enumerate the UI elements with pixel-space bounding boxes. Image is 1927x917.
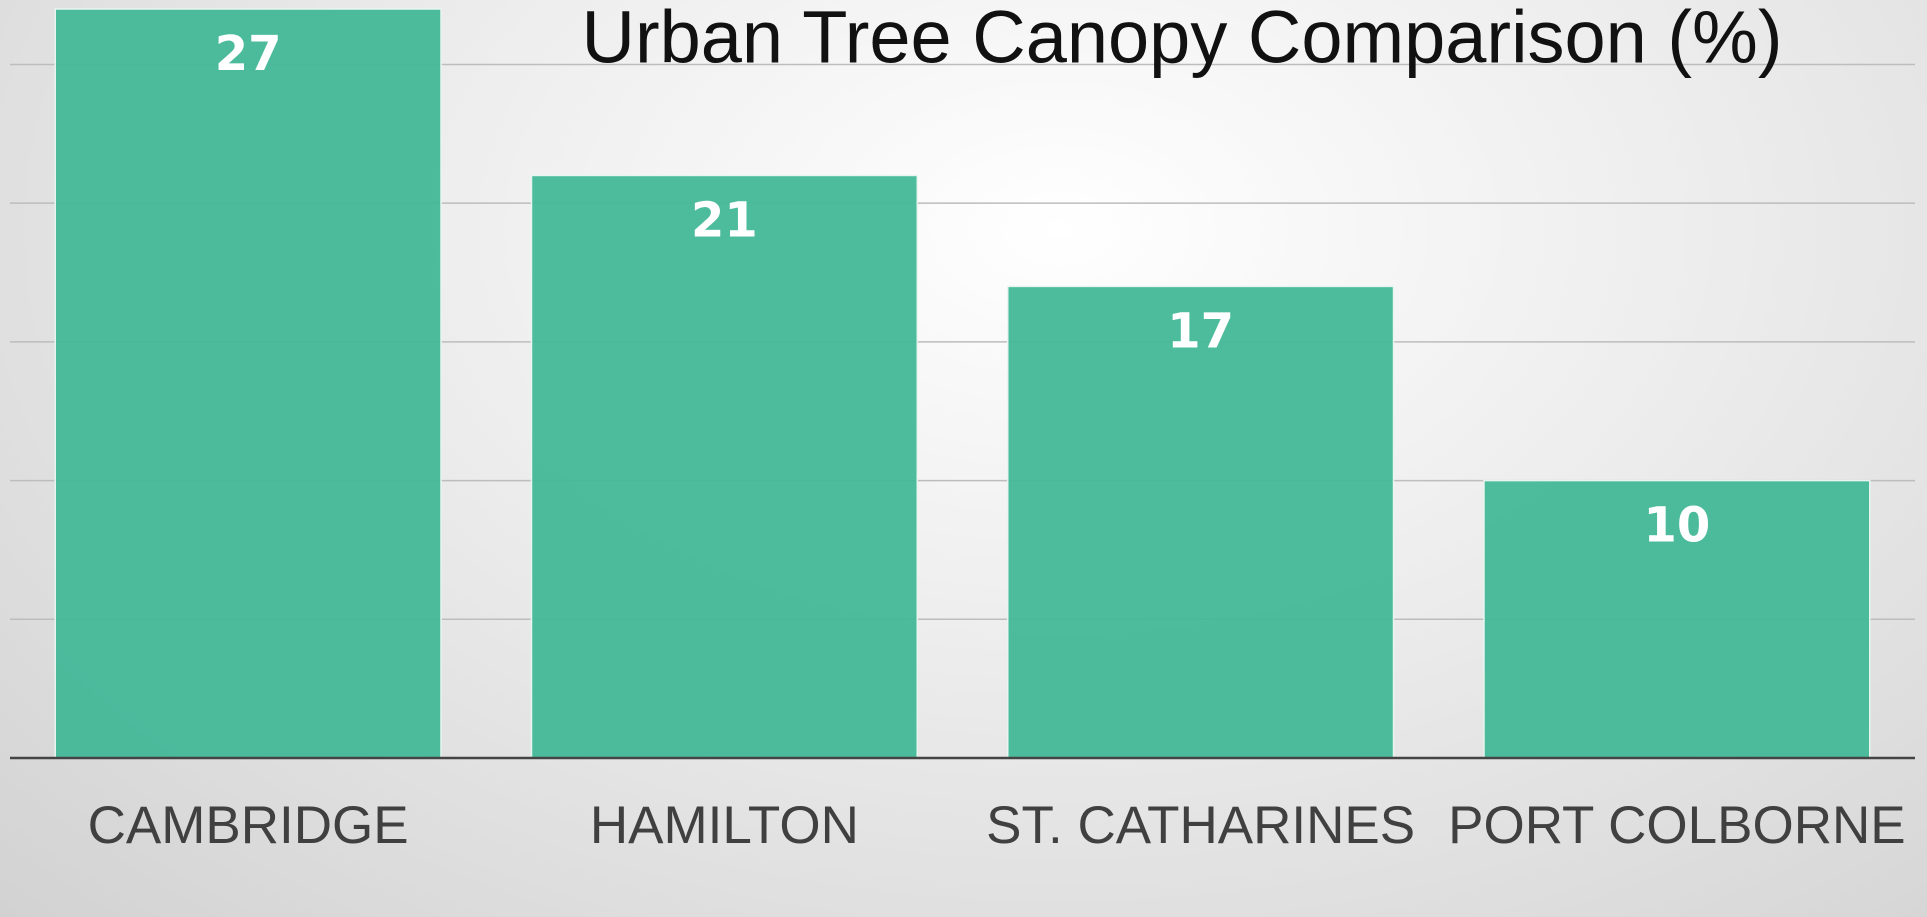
bar (530, 174, 919, 759)
value-label: 17 (1167, 303, 1234, 359)
bar (1006, 285, 1395, 759)
x-tick-label: PORT COLBORNE (1448, 796, 1906, 855)
bar (1483, 479, 1871, 759)
x-tick-label: CAMBRIDGE (87, 796, 409, 855)
value-label: 27 (215, 26, 282, 82)
bar (54, 8, 442, 759)
value-label: 21 (691, 192, 758, 248)
x-tick-label: ST. CATHARINES (986, 796, 1416, 855)
value-label: 10 (1643, 498, 1710, 554)
chart-title: Urban Tree Canopy Comparison (%) (582, 0, 1783, 79)
bars: 27 21 17 10 (54, 8, 1871, 759)
x-tick-label: HAMILTON (589, 796, 859, 855)
